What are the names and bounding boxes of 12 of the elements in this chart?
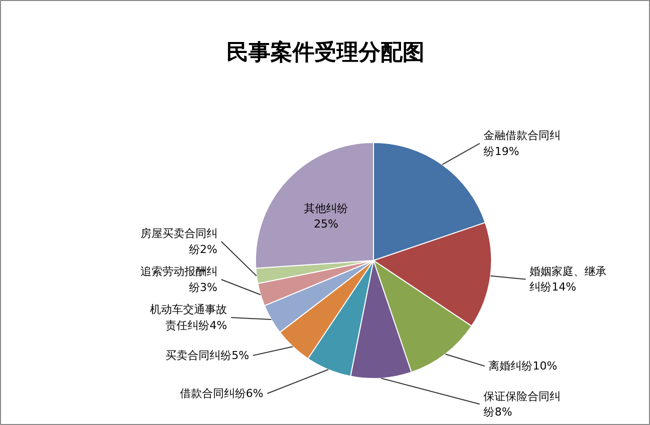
slice-label: 婚姻家庭、继承纠纷14% bbox=[530, 264, 607, 294]
slice-label: 其他纠纷 bbox=[304, 202, 348, 215]
data-label: 25% bbox=[314, 217, 338, 230]
slice-label: 借款合同纠纷6% bbox=[180, 387, 264, 400]
slice-label: 机动车交通事故责任纠纷4% bbox=[150, 303, 228, 332]
slice-label: 买卖合同纠纷5% bbox=[166, 349, 250, 362]
chart-title: 民事案件受理分配图 bbox=[226, 40, 424, 66]
slice-label: 保证保险合同纠纷8% bbox=[484, 390, 561, 418]
slice-label: 房屋买卖合同纠纷2% bbox=[140, 227, 218, 256]
slice-label: 离婚纠纷10% bbox=[488, 360, 558, 373]
slice-label: 追索劳动报酬纠纷3% bbox=[140, 265, 218, 294]
slice-label: 金融借款合同纠纷19% bbox=[484, 129, 561, 158]
